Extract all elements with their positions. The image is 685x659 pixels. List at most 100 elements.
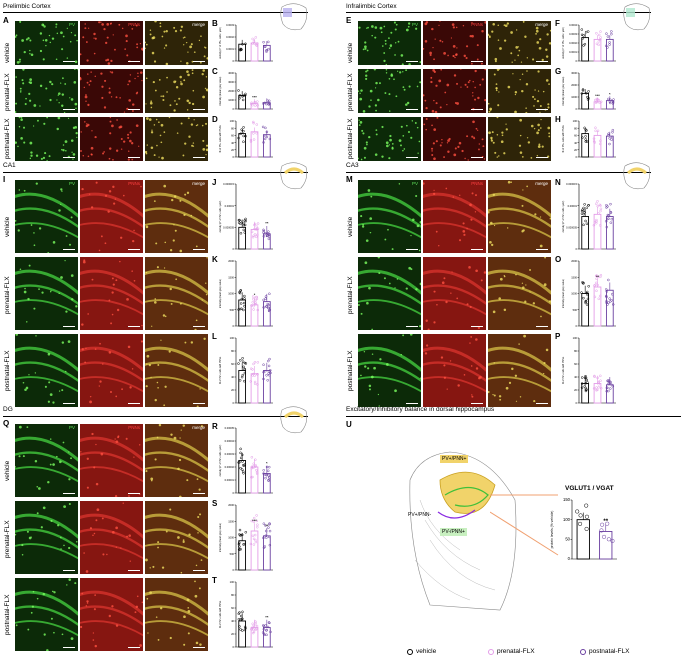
micrograph-merge-prenatal	[145, 69, 208, 113]
data-point	[584, 135, 587, 138]
micrograph-pnn-postnatal	[423, 117, 486, 161]
data-point	[586, 98, 590, 101]
data-point	[251, 37, 254, 41]
data-point	[580, 92, 584, 95]
scale-bar	[471, 157, 483, 158]
data-point	[242, 94, 245, 98]
data-point	[238, 528, 242, 532]
section-title-prelimbic: Prelimbic Cortex	[3, 3, 51, 10]
micrograph-svg	[15, 334, 78, 407]
data-point	[267, 306, 270, 310]
y-tick-label: 80	[574, 349, 577, 353]
micrograph-svg	[488, 180, 551, 253]
rule-ca3	[346, 172, 651, 173]
data-point	[239, 232, 243, 235]
chart-h: 0 20 40 60 80 100 % of PV+ cells with PNNs	[562, 119, 616, 159]
data-point	[595, 42, 599, 46]
data-point	[608, 142, 611, 146]
scale-bar	[471, 249, 483, 250]
micrograph-svg	[15, 180, 78, 253]
micrograph-svg	[80, 578, 143, 651]
data-point	[244, 92, 247, 96]
data-point	[585, 92, 588, 95]
brain-outline-icon	[280, 162, 308, 190]
data-point	[265, 49, 268, 52]
bar	[262, 44, 271, 62]
data-point	[601, 534, 607, 539]
legend-postnatal-label: postnatal-FLX	[589, 648, 630, 655]
data-point	[266, 625, 270, 629]
panel-letter: N	[555, 178, 561, 187]
row-label-vehicle: vehicle	[4, 460, 11, 481]
data-point	[607, 278, 610, 282]
data-point	[585, 303, 589, 306]
channel-label: PNNs	[471, 181, 483, 186]
data-point	[252, 462, 255, 466]
data-point	[594, 274, 598, 278]
rule-dg	[3, 416, 308, 417]
data-point	[262, 298, 265, 302]
y-tick-label: 60	[574, 362, 577, 366]
data-point	[252, 308, 255, 311]
y-axis-label: % of PV+ cells with PNNs	[562, 356, 565, 384]
data-point	[268, 292, 271, 296]
legend-vehicle: vehicle	[407, 648, 436, 655]
sig-label: **	[265, 614, 269, 619]
data-point	[243, 628, 247, 632]
data-point	[240, 468, 244, 471]
data-point	[237, 542, 241, 546]
channel-label: PNNs	[128, 181, 140, 186]
chart-n: 0 0.000005 0.00001 0.000015 density (n° of P…	[562, 182, 616, 251]
data-point	[583, 385, 587, 388]
y-tick-label: 1000	[228, 98, 234, 102]
y-tick-label: 1500	[571, 275, 577, 279]
data-point	[256, 361, 260, 364]
channel-label: merge	[535, 22, 548, 27]
data-point	[584, 299, 588, 303]
data-point	[253, 101, 256, 104]
chart-holder: 0 0.0001 0.0002 0.0003 0.0004 density (n° of …	[561, 21, 619, 70]
label-pv-pnn-pos: PV+/PNN+	[440, 455, 469, 463]
y-tick-label: 150	[563, 497, 571, 502]
y-axis-label: density (n° of PV+ cells / μm²)	[219, 444, 222, 476]
y-tick-label: 0	[233, 645, 235, 649]
data-point	[611, 128, 615, 132]
row-label-vehicle: vehicle	[347, 42, 354, 63]
data-point	[597, 382, 601, 386]
data-point	[599, 30, 602, 33]
micrograph-merge-postnatal	[488, 334, 551, 407]
data-point	[262, 228, 265, 232]
chart-holder: 0 0.0001 0.0002 0.0003 density (n° of PV+ ce…	[218, 21, 276, 70]
bar	[605, 216, 614, 250]
micrograph-svg	[80, 117, 143, 161]
data-point	[583, 126, 586, 130]
row-label-postnatal: postnatal-FLX	[4, 594, 11, 635]
bar	[262, 535, 271, 571]
data-point	[265, 234, 269, 238]
data-point	[607, 379, 611, 382]
y-tick-label: 3000	[228, 80, 234, 84]
y-tick-label: 0.0002	[226, 35, 234, 39]
panel-letter: O	[555, 255, 562, 264]
data-point	[596, 376, 599, 380]
micrograph-pnn-postnatal	[80, 117, 143, 161]
micrograph-svg	[145, 334, 208, 407]
data-point	[581, 136, 584, 139]
data-point	[239, 447, 242, 451]
data-point	[252, 138, 256, 141]
panel-letter: R	[212, 422, 218, 431]
sig-label: ***	[252, 518, 257, 523]
data-point	[593, 295, 597, 299]
data-point	[582, 209, 586, 212]
data-point	[252, 362, 255, 366]
micrograph-pnn-prenatal	[80, 257, 143, 330]
y-tick-label: 20	[231, 632, 234, 636]
data-point	[250, 102, 253, 106]
scale-bar	[63, 249, 75, 250]
data-point	[605, 217, 609, 221]
row-label-postnatal: postnatal-FLX	[4, 118, 11, 159]
legend-postnatal: postnatal-FLX	[580, 648, 629, 655]
chart-r: 0 0.00001 0.00002 0.00003 0.00004 0.00005 * den…	[219, 426, 273, 495]
data-point	[238, 534, 242, 537]
